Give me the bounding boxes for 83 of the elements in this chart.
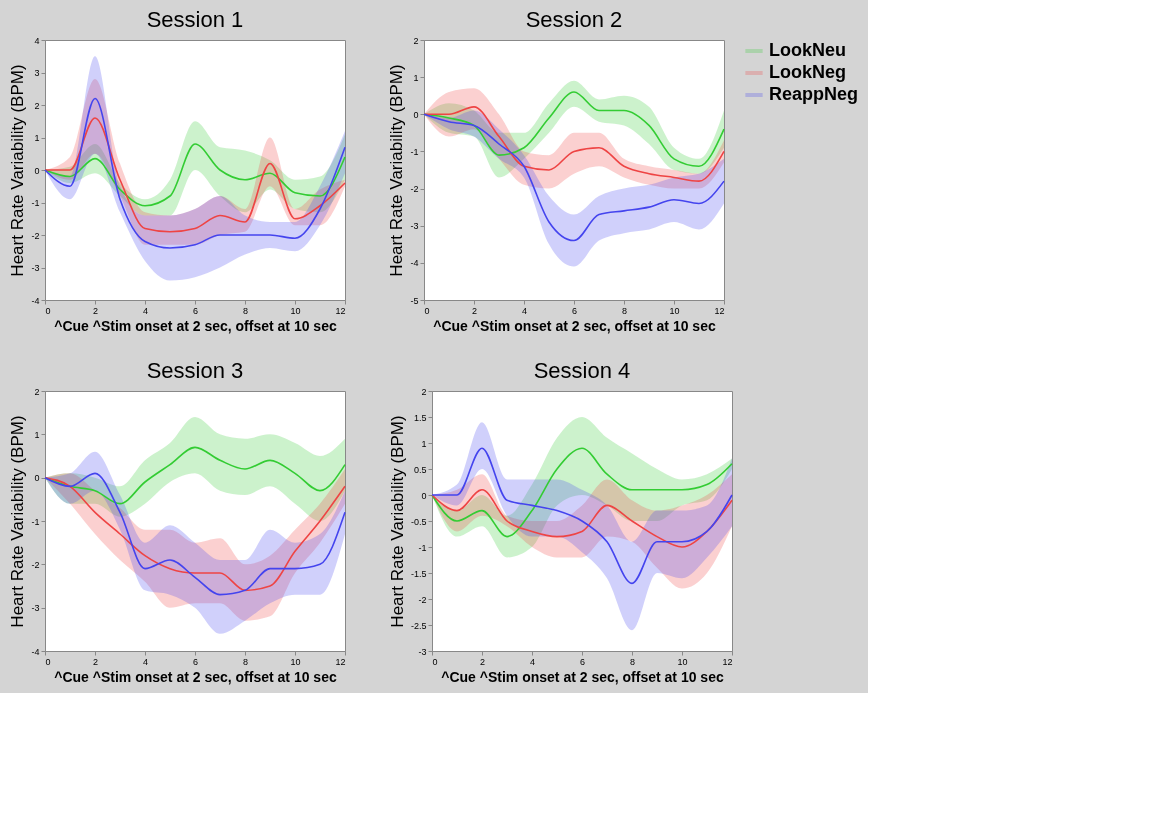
y-axis-title: Heart Rate Variability (BPM) — [8, 64, 28, 277]
y-axis-title: Heart Rate Variability (BPM) — [387, 64, 407, 277]
x-tick-label: 12 — [714, 305, 725, 316]
y-tick-label: 0 — [421, 490, 427, 501]
x-axis-title: ^Cue ^Stim onset at 2 sec, offset at 10 sec — [54, 668, 337, 685]
x-tick-label: 2 — [479, 656, 486, 667]
y-tick-label: -2.5 — [410, 620, 427, 631]
x-tick-label: 10 — [677, 656, 688, 667]
x-axis-title: ^Cue ^Stim onset at 2 sec, offset at 10 sec — [54, 317, 337, 334]
x-tick-label: 10 — [290, 305, 301, 316]
y-tick-label: -2 — [31, 230, 40, 241]
x-tick-label: 8 — [629, 656, 636, 667]
x-tick-label: 12 — [722, 656, 733, 667]
y-tick-label: 2 — [34, 100, 40, 111]
y-tick-label: 0.5 — [413, 464, 427, 475]
x-tick-label: 4 — [521, 305, 528, 316]
y-tick-label: -4 — [410, 258, 419, 269]
y-tick-label: -5 — [410, 295, 419, 306]
y-tick-label: 1 — [34, 429, 40, 440]
y-tick-label: 0 — [413, 109, 419, 120]
x-tick-label: 12 — [335, 656, 346, 667]
line-series — [423, 113, 725, 242]
y-tick-label: -4 — [31, 646, 40, 657]
x-tick-label: 8 — [621, 305, 628, 316]
line-series — [431, 447, 733, 585]
x-tick-label: 0 — [45, 656, 51, 667]
x-tick-label: 12 — [335, 305, 346, 316]
y-tick-label: 1.5 — [413, 412, 427, 423]
y-tick-label: -0.5 — [410, 516, 427, 527]
y-tick-label: 0 — [34, 473, 40, 484]
y-tick-label: -3 — [418, 646, 427, 657]
x-tick-label: 0 — [432, 656, 438, 667]
x-tick-label: 8 — [242, 305, 249, 316]
x-axis-title: ^Cue ^Stim onset at 2 sec, offset at 10 sec — [433, 317, 716, 334]
x-tick-label: 6 — [192, 305, 199, 316]
x-tick-label: 8 — [242, 656, 249, 667]
y-tick-label: -1 — [31, 198, 40, 208]
x-tick-label: 2 — [92, 305, 99, 316]
line-series — [44, 117, 346, 233]
y-tick-label: -2 — [31, 559, 40, 570]
x-tick-label: 4 — [142, 656, 149, 667]
x-tick-label: 4 — [142, 305, 149, 316]
x-tick-label: 4 — [529, 656, 536, 667]
y-tick-label: 1 — [421, 438, 427, 449]
y-tick-label: -2 — [418, 594, 427, 605]
y-tick-label: -1.5 — [410, 568, 427, 579]
chart-title: Session 4 — [533, 358, 631, 383]
y-tick-label: -4 — [31, 295, 40, 306]
legend-label: ReappNeg — [769, 84, 859, 104]
y-tick-label: 1 — [34, 133, 40, 143]
x-tick-label: 2 — [92, 656, 99, 667]
chart-title: Session 2 — [525, 7, 623, 32]
y-axis-title: Heart Rate Variability (BPM) — [8, 415, 28, 628]
line-series — [423, 106, 725, 182]
y-tick-label: 3 — [34, 68, 40, 78]
x-tick-label: 6 — [192, 656, 199, 667]
y-tick-label: 2 — [421, 386, 427, 397]
chart-title: Session 1 — [146, 7, 244, 32]
y-tick-label: 0 — [34, 165, 40, 176]
y-tick-label: -3 — [31, 603, 40, 614]
y-tick-label: -1 — [418, 542, 427, 553]
y-tick-label: 4 — [34, 35, 40, 46]
y-tick-label: -2 — [410, 184, 419, 195]
x-tick-label: 10 — [290, 656, 301, 667]
y-tick-label: -3 — [31, 263, 40, 273]
y-tick-label: 2 — [413, 35, 419, 46]
y-tick-label: -1 — [410, 146, 419, 157]
x-tick-label: 0 — [45, 305, 51, 316]
y-tick-label: -3 — [410, 221, 419, 232]
line-series — [431, 447, 733, 538]
x-tick-label: 6 — [579, 656, 586, 667]
y-tick-label: -1 — [31, 516, 40, 527]
y-axis-title: Heart Rate Variability (BPM) — [387, 415, 407, 628]
y-tick-label: 1 — [413, 72, 419, 83]
legend-label: LookNeu — [769, 40, 847, 60]
legend-label: LookNeg — [769, 62, 847, 82]
line-series — [431, 489, 733, 548]
x-tick-label: 2 — [471, 305, 478, 316]
chart-title: Session 3 — [146, 358, 244, 383]
y-tick-label: 2 — [34, 386, 40, 397]
x-tick-label: 6 — [571, 305, 578, 316]
x-tick-label: 10 — [669, 305, 680, 316]
x-axis-title: ^Cue ^Stim onset at 2 sec, offset at 10 sec — [441, 668, 724, 685]
